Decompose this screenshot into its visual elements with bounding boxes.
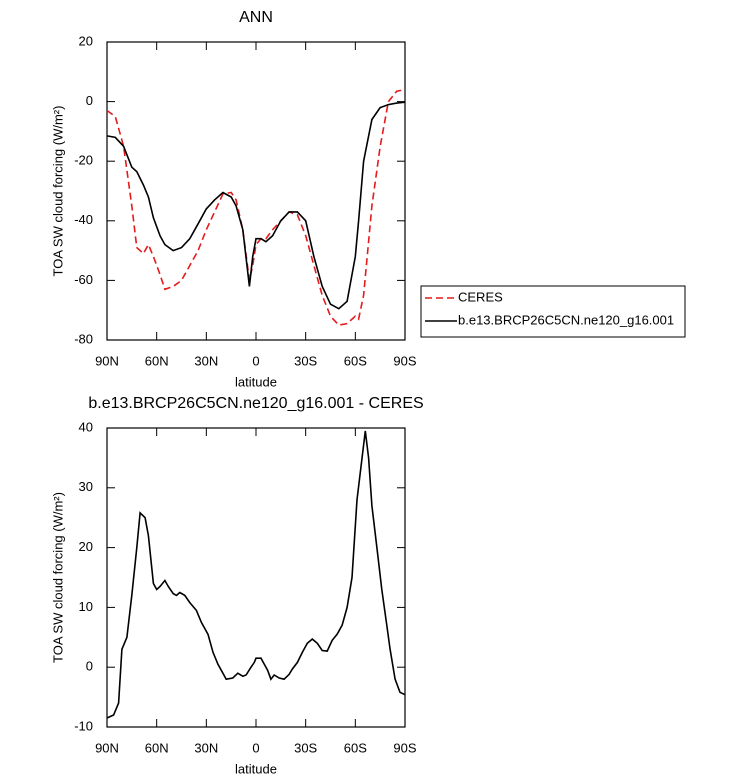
- x-tick-label: 30S: [294, 353, 317, 368]
- y-tick-label: 30: [79, 479, 93, 494]
- y-tick-label: 0: [86, 93, 93, 108]
- y-axis-label: TOA SW cloud forcing (W/m²): [50, 106, 65, 277]
- data-line: [106, 101, 406, 310]
- x-tick-label: 60S: [344, 740, 367, 755]
- y-tick-label: 0: [86, 659, 93, 674]
- x-tick-label: 0: [252, 353, 259, 368]
- x-tick-label: 30S: [294, 740, 317, 755]
- x-tick-label: 90N: [95, 740, 119, 755]
- legend-box: [420, 285, 686, 338]
- data-line: [106, 430, 406, 719]
- y-tick-label: 10: [79, 599, 93, 614]
- y-tick-label: 40: [79, 419, 93, 434]
- x-tick-label: 60S: [344, 353, 367, 368]
- x-tick-label: 30N: [194, 740, 218, 755]
- y-tick-label: -40: [74, 212, 93, 227]
- data-line: [106, 88, 406, 326]
- x-tick-label: 60N: [145, 353, 169, 368]
- y-tick-label: -10: [74, 718, 93, 733]
- y-axis-label: TOA SW cloud forcing (W/m²): [50, 492, 65, 663]
- chart-title: b.e13.BRCP26C5CN.ne120_g16.001 - CERES: [88, 395, 423, 412]
- chart-title: ANN: [239, 9, 273, 26]
- y-tick-label: 20: [79, 539, 93, 554]
- y-tick-label: -60: [74, 272, 93, 287]
- x-tick-label: 90S: [393, 353, 416, 368]
- x-axis-label: latitude: [235, 374, 277, 389]
- x-tick-label: 90S: [393, 740, 416, 755]
- x-tick-label: 90N: [95, 353, 119, 368]
- y-tick-label: -80: [74, 331, 93, 346]
- plot-frame: [106, 427, 406, 728]
- legend-label: b.e13.BRCP26C5CN.ne120_g16.001: [458, 312, 674, 327]
- y-tick-label: -20: [74, 153, 93, 168]
- x-axis-label: latitude: [235, 761, 277, 776]
- x-tick-label: 60N: [145, 740, 169, 755]
- y-tick-label: 20: [79, 33, 93, 48]
- plot-frame: [106, 41, 406, 341]
- x-tick-label: 0: [252, 740, 259, 755]
- x-tick-label: 30N: [194, 353, 218, 368]
- legend-label: CERES: [458, 289, 503, 304]
